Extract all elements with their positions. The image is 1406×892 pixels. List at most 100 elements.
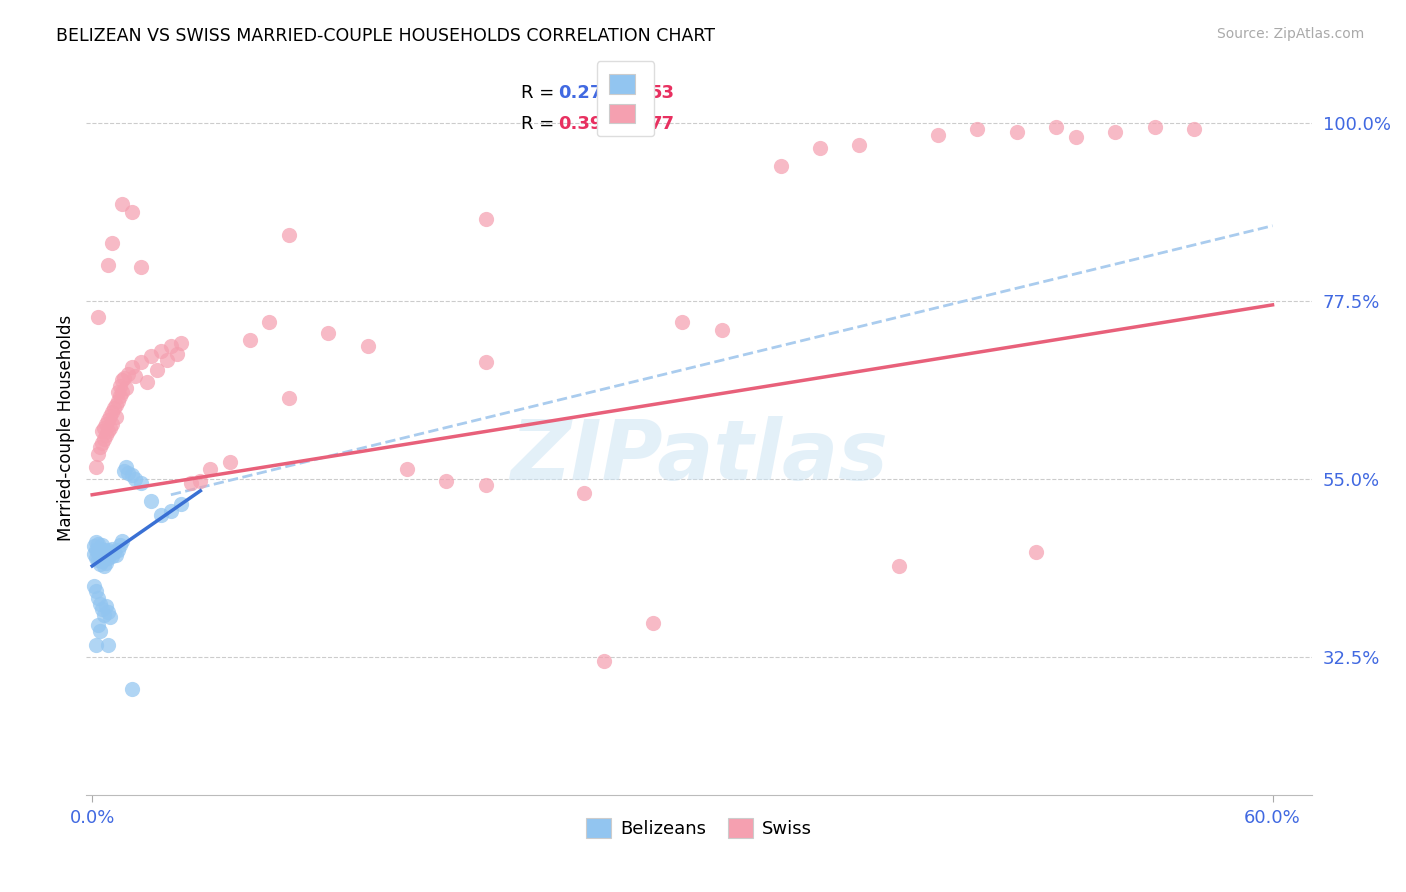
Point <box>474 212 496 227</box>
Point <box>101 541 124 556</box>
Point <box>93 420 115 434</box>
Point <box>141 349 163 363</box>
Text: 0.276: 0.276 <box>558 84 614 102</box>
Point <box>887 558 910 573</box>
Text: N =: N = <box>620 115 659 133</box>
Point <box>101 417 124 431</box>
Point <box>91 538 114 552</box>
Point <box>112 370 135 384</box>
Point <box>150 508 173 522</box>
Point <box>84 584 107 599</box>
Text: BELIZEAN VS SWISS MARRIED-COUPLE HOUSEHOLDS CORRELATION CHART: BELIZEAN VS SWISS MARRIED-COUPLE HOUSEHO… <box>56 27 716 45</box>
Point <box>94 428 117 442</box>
Point <box>671 315 693 329</box>
Point <box>89 549 111 564</box>
Point <box>94 548 117 562</box>
Point <box>848 138 870 153</box>
Point <box>91 554 114 568</box>
Point <box>103 545 125 559</box>
Point <box>160 503 183 517</box>
Text: 0.392: 0.392 <box>558 115 614 133</box>
Point <box>572 486 595 500</box>
Point <box>641 615 664 630</box>
Point <box>84 543 107 558</box>
Point <box>160 339 183 353</box>
Point <box>89 597 111 611</box>
Point <box>434 474 457 488</box>
Point <box>257 315 280 329</box>
Point <box>84 551 107 566</box>
Point <box>89 541 111 556</box>
Point <box>97 543 120 558</box>
Point <box>170 497 193 511</box>
Y-axis label: Married-couple Households: Married-couple Households <box>58 314 75 541</box>
Point <box>180 475 202 490</box>
Text: ZIPatlas: ZIPatlas <box>510 417 889 498</box>
Point <box>150 343 173 358</box>
Text: R =: R = <box>522 115 561 133</box>
Point <box>94 556 117 570</box>
Point <box>91 425 114 439</box>
Point <box>97 605 120 619</box>
Point <box>89 440 111 454</box>
Point <box>1143 120 1166 134</box>
Point <box>111 196 134 211</box>
Point <box>107 394 129 409</box>
Point <box>277 228 299 243</box>
Point <box>131 355 153 369</box>
Point <box>1005 125 1028 139</box>
Point <box>83 547 105 561</box>
Text: 53: 53 <box>650 84 675 102</box>
Point <box>87 447 110 461</box>
Point <box>808 141 831 155</box>
Point <box>91 602 114 616</box>
Point <box>111 373 134 387</box>
Point <box>114 460 136 475</box>
Point <box>94 599 117 613</box>
Point <box>146 363 169 377</box>
Point <box>1104 125 1126 139</box>
Point <box>94 417 117 431</box>
Text: 77: 77 <box>650 115 675 133</box>
Point <box>474 355 496 369</box>
Point <box>1025 545 1047 559</box>
Point <box>101 236 124 251</box>
Point <box>104 398 127 412</box>
Point <box>108 389 131 403</box>
Point <box>136 376 159 390</box>
Point <box>97 551 120 566</box>
Point <box>1182 122 1205 136</box>
Point <box>84 460 107 475</box>
Point <box>101 549 124 564</box>
Point <box>93 607 115 622</box>
Point <box>121 204 143 219</box>
Point <box>93 551 115 566</box>
Point <box>395 462 418 476</box>
Point <box>769 160 792 174</box>
Point <box>117 368 139 382</box>
Point <box>121 681 143 696</box>
Point <box>1045 120 1067 134</box>
Point <box>239 334 262 348</box>
Point <box>124 369 146 384</box>
Point <box>87 537 110 551</box>
Point <box>98 420 121 434</box>
Point <box>98 409 121 423</box>
Point <box>107 543 129 558</box>
Point <box>1064 130 1087 145</box>
Point <box>87 618 110 632</box>
Point <box>97 412 120 426</box>
Point <box>83 539 105 553</box>
Point <box>156 353 179 368</box>
Point <box>710 323 733 337</box>
Point <box>166 347 188 361</box>
Point <box>966 122 988 136</box>
Point <box>97 638 120 652</box>
Point <box>108 378 131 392</box>
Point <box>112 464 135 478</box>
Point <box>103 401 125 415</box>
Text: Source: ZipAtlas.com: Source: ZipAtlas.com <box>1216 27 1364 41</box>
Point <box>111 384 134 399</box>
Text: N =: N = <box>620 84 659 102</box>
Point <box>87 552 110 566</box>
